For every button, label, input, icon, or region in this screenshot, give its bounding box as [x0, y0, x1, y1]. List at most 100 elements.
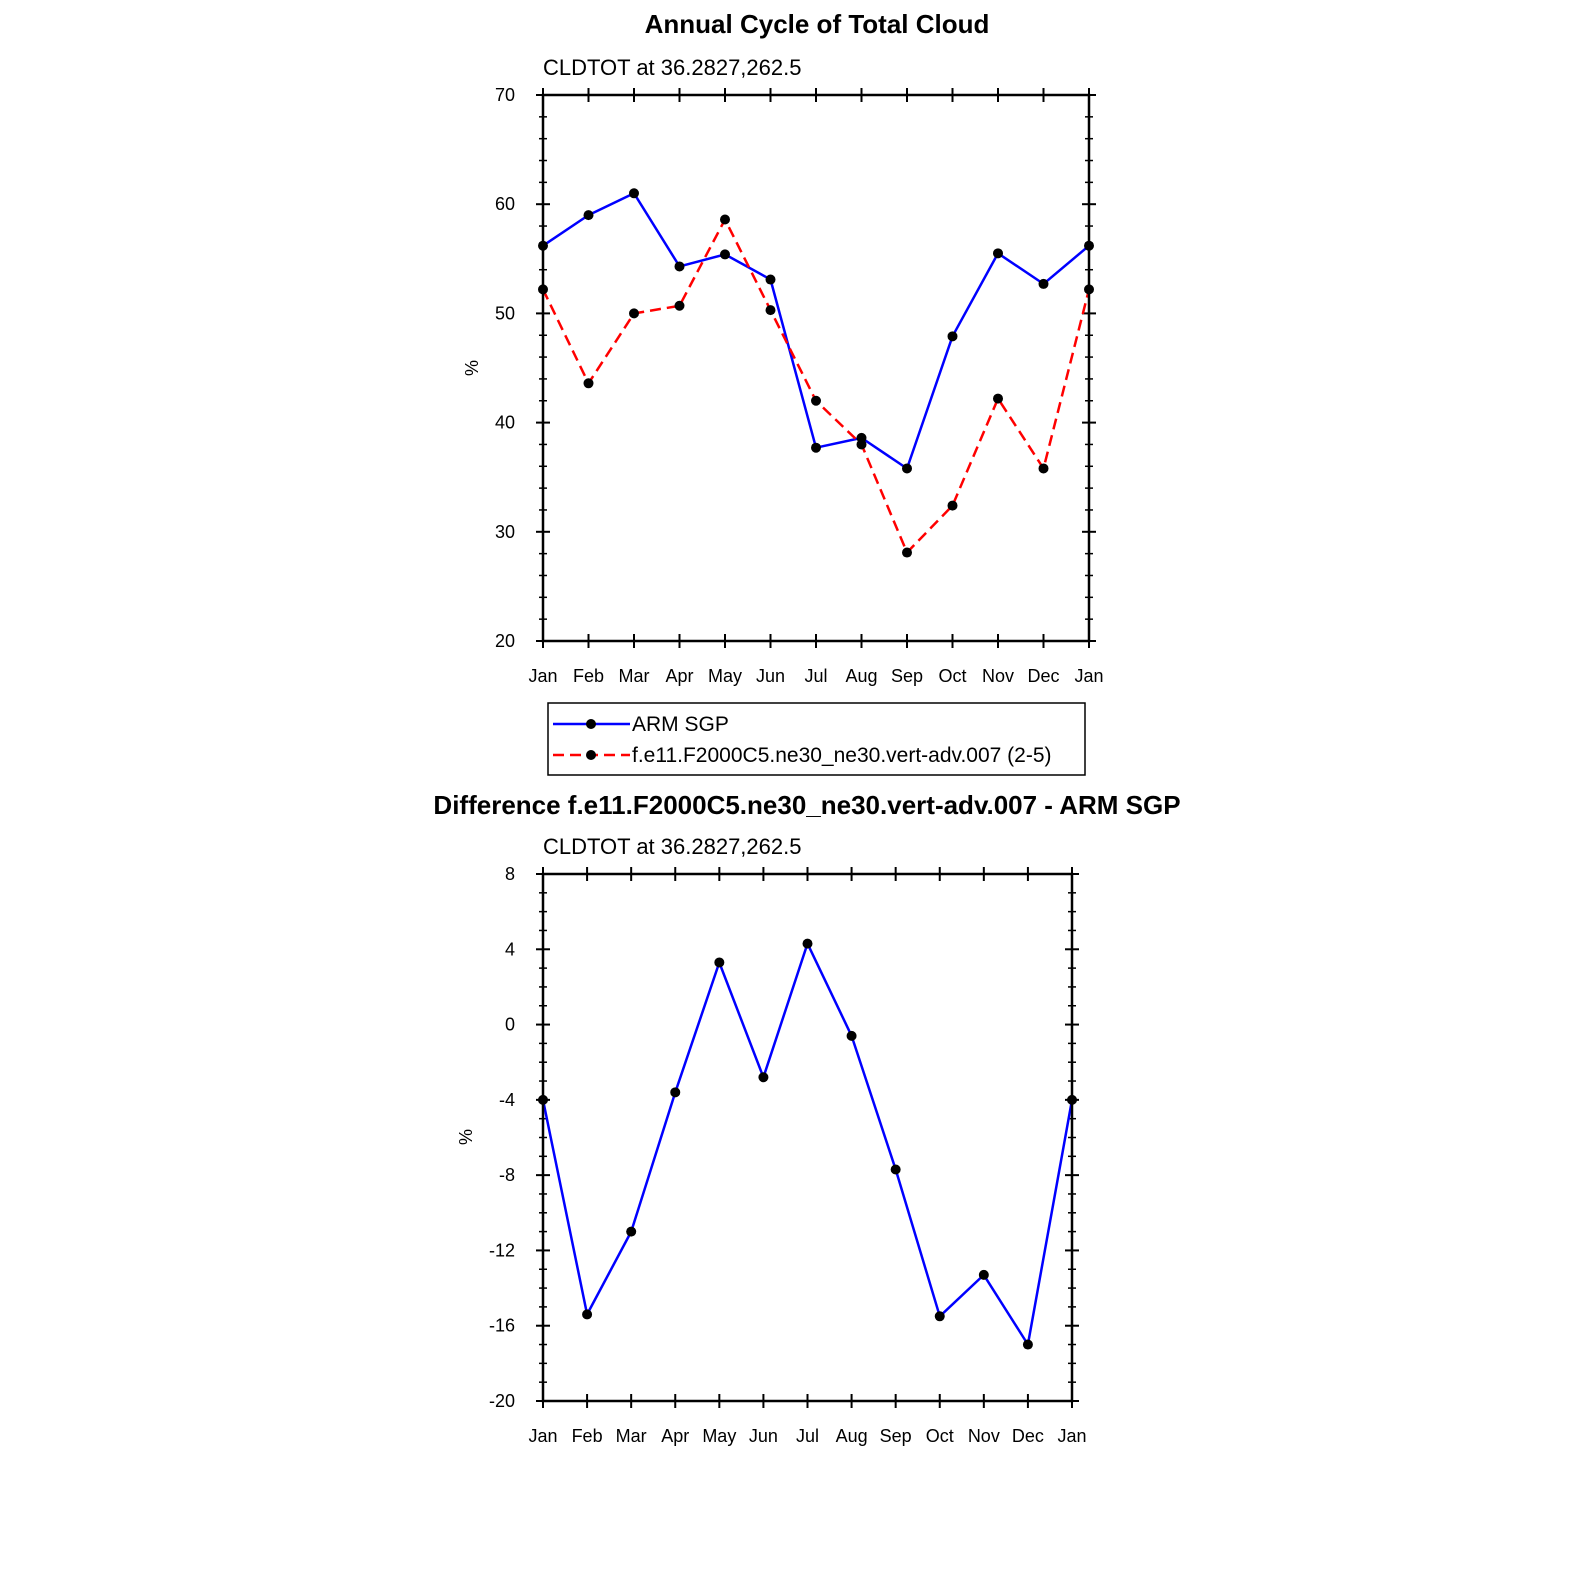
data-point: [856, 439, 867, 450]
annual-cycle-chart: Annual Cycle of Total Cloud CLDTOT at 36…: [462, 9, 1104, 686]
data-point: [670, 1087, 681, 1098]
legend-box: [547, 702, 1086, 776]
x-tick-label: Aug: [845, 666, 877, 686]
data-point: [947, 500, 958, 511]
y-tick-labels: -20 -16 -12 -8 -4 0 4 8: [489, 864, 515, 1411]
x-tick-labels: Jan Feb Mar Apr May Jun Jul Aug Sep Oct Nov Dec Jan: [528, 666, 1103, 686]
x-tick-label: Jun: [749, 1426, 778, 1446]
data-point: [846, 1030, 857, 1041]
x-tick-label: Jan: [1057, 1426, 1086, 1446]
x-tick-label: Jun: [756, 666, 785, 686]
x-tick-labels: Jan Feb Mar Apr May Jun Jul Aug Sep Oct Nov Dec Jan: [528, 1426, 1086, 1446]
y-tick-label: -16: [489, 1316, 515, 1336]
legend-marker: [586, 719, 596, 729]
data-point: [582, 1309, 593, 1320]
axis-ticks: [536, 88, 1096, 648]
data-point: [714, 957, 725, 968]
y-tick-label: 60: [495, 194, 515, 214]
data-point: [583, 210, 594, 221]
data-point: [674, 261, 685, 272]
x-tick-label: Aug: [836, 1426, 868, 1446]
x-tick-label: Feb: [573, 666, 604, 686]
data-point: [629, 308, 639, 319]
y-tick-label: 8: [505, 864, 515, 884]
plot-frame: [541, 93, 1091, 643]
y-tick-label: -12: [489, 1240, 515, 1260]
x-tick-label: Mar: [616, 1426, 647, 1446]
x-tick-label: Jan: [528, 1426, 557, 1446]
x-tick-label: Sep: [880, 1426, 912, 1446]
x-tick-label: Dec: [1012, 1426, 1044, 1446]
x-tick-label: Jan: [1074, 666, 1103, 686]
legend-label: ARM SGP: [632, 713, 729, 736]
x-tick-label: May: [708, 666, 742, 686]
data-point: [993, 393, 1003, 404]
plot-frame: [541, 872, 1074, 1403]
legend-entry-arm-sgp: ARM SGP: [553, 713, 729, 736]
data-point: [1038, 278, 1049, 289]
x-tick-label: Dec: [1027, 666, 1059, 686]
data-point: [993, 248, 1003, 259]
chart-title: Difference f.e11.F2000C5.ne30_ne30.vert-…: [433, 790, 1180, 820]
x-tick-label: Mar: [619, 666, 650, 686]
difference-chart: Difference f.e11.F2000C5.ne30_ne30.vert-…: [433, 790, 1180, 1446]
y-tick-label: -4: [499, 1090, 515, 1110]
x-tick-label: Jul: [804, 666, 827, 686]
y-tick-label: 40: [495, 413, 515, 433]
data-point: [902, 547, 912, 558]
x-tick-label: Oct: [938, 666, 966, 686]
y-tick-label: 20: [495, 631, 515, 651]
y-tick-label: 0: [505, 1015, 515, 1035]
data-point: [902, 463, 912, 474]
series-line-1: [541, 218, 1091, 554]
data-point: [758, 1072, 769, 1083]
series-line-0: [541, 942, 1074, 1346]
chart-title: Annual Cycle of Total Cloud: [645, 9, 990, 39]
data-point: [1022, 1339, 1033, 1350]
x-tick-label: Apr: [665, 666, 693, 686]
y-tick-label: 50: [495, 303, 515, 323]
x-tick-label: Apr: [661, 1426, 689, 1446]
data-point: [947, 331, 958, 342]
series-layer: [538, 188, 1094, 558]
x-tick-label: Jan: [528, 666, 557, 686]
legend-marker: [586, 750, 596, 760]
data-point: [978, 1269, 989, 1280]
x-tick-label: Sep: [891, 666, 923, 686]
chart-subtitle: CLDTOT at 36.2827,262.5: [543, 834, 801, 859]
x-tick-label: Feb: [572, 1426, 603, 1446]
y-axis-label: %: [462, 360, 482, 376]
series-layer: [538, 938, 1077, 1350]
y-tick-label: -8: [499, 1165, 515, 1185]
data-point: [802, 938, 813, 949]
x-tick-label: Nov: [968, 1426, 1000, 1446]
data-point: [811, 395, 821, 406]
y-tick-label: 4: [505, 939, 515, 959]
x-tick-label: Nov: [982, 666, 1014, 686]
data-point: [629, 188, 639, 199]
data-point: [765, 305, 776, 316]
legend-entry-model: f.e11.F2000C5.ne30_ne30.vert-adv.007 (2-…: [553, 744, 1052, 767]
y-tick-label: -20: [489, 1391, 515, 1411]
y-tick-labels: 20 30 40 50 60 70: [495, 85, 515, 651]
data-point: [583, 378, 594, 389]
data-point: [934, 1311, 945, 1322]
data-point: [765, 274, 776, 285]
y-tick-label: 70: [495, 85, 515, 105]
chart-subtitle: CLDTOT at 36.2827,262.5: [543, 55, 801, 80]
data-point: [890, 1164, 901, 1175]
legend: ARM SGP f.e11.F2000C5.ne30_ne30.vert-adv…: [547, 702, 1086, 776]
data-point: [674, 300, 685, 311]
x-tick-label: Oct: [926, 1426, 954, 1446]
x-tick-label: Jul: [796, 1426, 819, 1446]
data-point: [811, 442, 821, 453]
data-point: [1038, 463, 1049, 474]
data-point: [626, 1226, 637, 1237]
series-line-0: [542, 192, 1090, 470]
y-tick-label: 30: [495, 522, 515, 542]
data-point: [720, 214, 730, 225]
y-axis-label: %: [456, 1129, 476, 1145]
legend-label: f.e11.F2000C5.ne30_ne30.vert-adv.007 (2-…: [632, 744, 1052, 767]
x-tick-label: May: [702, 1426, 736, 1446]
